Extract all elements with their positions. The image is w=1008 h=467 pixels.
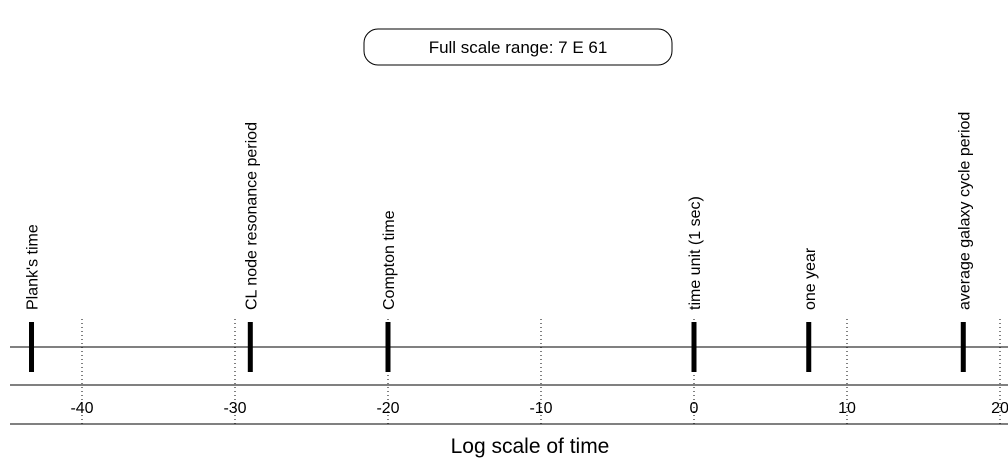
event-marker <box>385 322 391 372</box>
tick-label: 0 <box>690 400 699 417</box>
event-label: time unit (1 sec) <box>687 196 704 310</box>
x-axis-ticks: -40 -30 -20 -10 0 10 20 <box>70 400 1008 417</box>
title-box: Full scale range: 7 E 61 <box>363 28 673 66</box>
event-marker <box>691 322 697 372</box>
event-label: Plank's time <box>25 224 42 310</box>
event-label: Compton time <box>381 210 398 310</box>
x-axis-label: Log scale of time <box>451 435 610 458</box>
event-label: average galaxy cycle period <box>956 112 973 310</box>
event-marker <box>806 322 812 372</box>
tick-label: -30 <box>223 400 246 417</box>
event-marker <box>29 322 35 372</box>
event-markers: Plank's time CL node resonance period Comp… <box>25 112 973 372</box>
event-marker <box>247 322 253 372</box>
tick-label: -10 <box>529 400 552 417</box>
event-marker <box>960 322 966 372</box>
tick-label: -40 <box>70 400 93 417</box>
tick-label: 20 <box>991 400 1008 417</box>
event-label: CL node resonance period <box>243 122 260 310</box>
tick-label: 10 <box>838 400 856 417</box>
chart-title: Full scale range: 7 E 61 <box>429 38 608 57</box>
event-label: one year <box>802 247 819 310</box>
tick-label: -20 <box>376 400 399 417</box>
